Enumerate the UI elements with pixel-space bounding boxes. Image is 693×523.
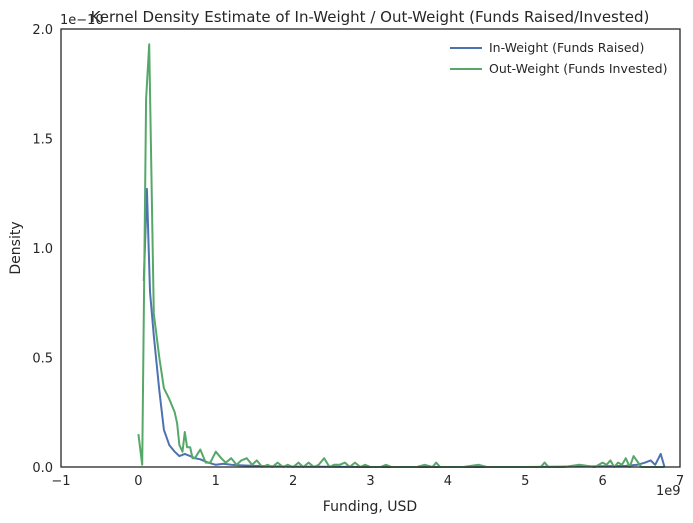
y-tick-label: 0.5 bbox=[32, 352, 53, 367]
series-layer bbox=[137, 43, 666, 468]
x-tick-label: 4 bbox=[444, 474, 452, 489]
y-offset-label: 1e−10 bbox=[60, 13, 104, 28]
x-tick-label: 0 bbox=[134, 474, 142, 489]
x-tick-label: 6 bbox=[598, 474, 606, 489]
x-axis-title: Funding, USD bbox=[323, 499, 417, 515]
chart-title: Kernel Density Estimate of In-Weight / O… bbox=[91, 8, 650, 26]
x-tick-label: 1 bbox=[212, 474, 220, 489]
y-tick-label: 2.0 bbox=[32, 23, 53, 38]
y-axis-ticks: 0.0 0.5 1.0 1.5 2.0 bbox=[32, 23, 53, 476]
series-line-2 bbox=[137, 43, 665, 468]
x-tick-label: 2 bbox=[289, 474, 297, 489]
x-axis-ticks: −1 0 1 2 3 4 5 6 7 bbox=[51, 474, 684, 489]
plot-frame bbox=[60, 28, 681, 468]
x-offset-label: 1e9 bbox=[656, 484, 681, 499]
x-tick-label: 7 bbox=[676, 474, 684, 489]
x-tick-label: 3 bbox=[366, 474, 374, 489]
y-tick-label: 0.0 bbox=[32, 461, 53, 476]
x-tick-label: 5 bbox=[521, 474, 529, 489]
y-tick-label: 1.5 bbox=[32, 133, 53, 148]
legend-label-2: Out-Weight (Funds Invested) bbox=[489, 61, 667, 76]
legend-label-1: In-Weight (Funds Raised) bbox=[489, 40, 644, 55]
series-line-1 bbox=[142, 187, 666, 468]
y-axis-title: Density bbox=[8, 221, 24, 274]
x-tick-label: −1 bbox=[51, 474, 70, 489]
y-tick-label: 1.0 bbox=[32, 242, 53, 257]
legend: In-Weight (Funds Raised) Out-Weight (Fund… bbox=[450, 40, 667, 76]
